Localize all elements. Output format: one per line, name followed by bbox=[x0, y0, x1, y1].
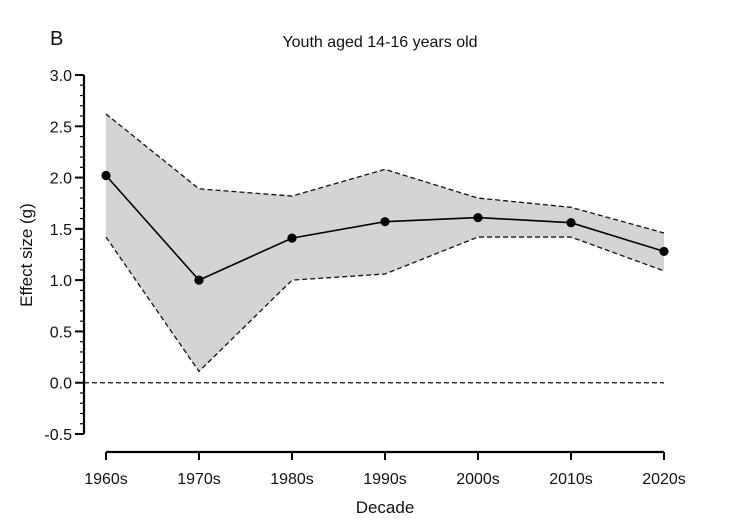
x-tick-label: 1960s bbox=[84, 471, 128, 488]
x-tick-label: 2000s bbox=[456, 471, 500, 488]
points-group bbox=[101, 170, 669, 285]
data-point bbox=[194, 275, 204, 285]
chart-title: Youth aged 14-16 years old bbox=[282, 34, 477, 51]
x-axis: 1960s 1970s 1980s 1990s 2000s 2010s 2020s bbox=[84, 450, 686, 488]
y-tick-label: 2.0 bbox=[50, 171, 72, 188]
y-tick-label: 1.5 bbox=[50, 222, 72, 239]
data-point bbox=[566, 218, 576, 228]
x-axis-title: Decade bbox=[356, 498, 415, 517]
ci-band-group bbox=[105, 113, 665, 373]
x-tick-label: 2010s bbox=[549, 471, 593, 488]
data-point bbox=[287, 233, 297, 243]
data-point bbox=[380, 217, 390, 227]
x-tick-label: 1970s bbox=[177, 471, 221, 488]
y-tick-label: 0.0 bbox=[50, 376, 72, 393]
y-tick-label: 1.0 bbox=[50, 273, 72, 290]
y-axis-title: Effect size (g) bbox=[17, 203, 36, 307]
y-tick-label: 2.5 bbox=[50, 119, 72, 136]
x-tick-label: 2020s bbox=[642, 471, 686, 488]
data-point bbox=[473, 212, 483, 223]
y-tick-label: 3.0 bbox=[50, 68, 72, 85]
x-tick-label: 1980s bbox=[270, 471, 314, 488]
data-point bbox=[101, 170, 111, 181]
ci-band bbox=[106, 113, 664, 372]
ci-upper-bound bbox=[105, 113, 665, 234]
data-point bbox=[659, 246, 669, 257]
ci-lower-bound bbox=[105, 236, 665, 373]
panel-label: B bbox=[50, 28, 63, 50]
x-tick-label: 1990s bbox=[363, 471, 407, 488]
y-tick-label: -0.5 bbox=[44, 427, 72, 444]
y-axis: -0.5 0.0 0.5 1.0 1.5 2.0 2.5 3.0 bbox=[44, 68, 86, 444]
y-tick-label: 0.5 bbox=[50, 324, 72, 341]
